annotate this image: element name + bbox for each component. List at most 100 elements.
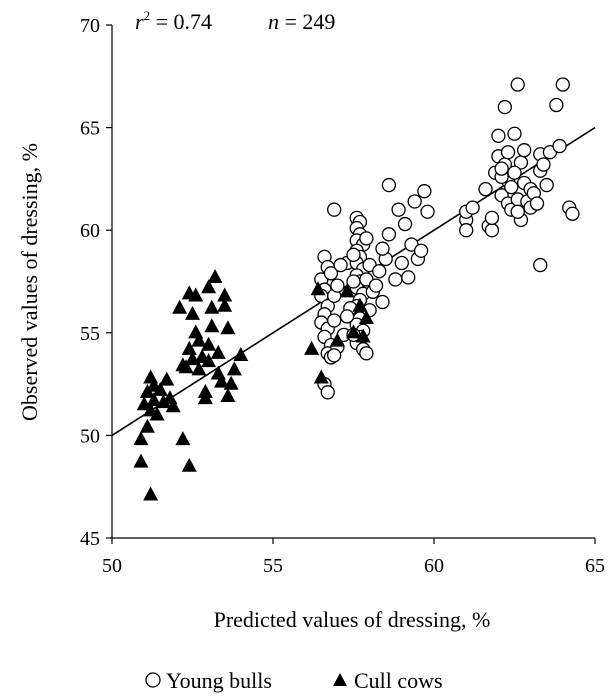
young-bull-point: [401, 270, 416, 285]
young-bull-point: [539, 177, 554, 193]
cull-cow-point: [310, 281, 326, 296]
young-bull-point: [333, 257, 348, 273]
cull-cow-point: [329, 332, 345, 347]
young-bull-point: [359, 231, 374, 246]
cull-cow-point: [233, 346, 249, 361]
legend-label-young-bulls: Young bulls: [166, 668, 272, 693]
cull-cow-point: [159, 371, 175, 386]
x-tick-label: 60: [424, 555, 444, 577]
y-tick-label: 55: [80, 323, 100, 345]
cull-cow-point: [217, 297, 233, 312]
cull-cow-point: [175, 357, 191, 372]
young-bull-point: [407, 194, 422, 209]
young-bull-point: [359, 346, 374, 361]
cull-cow-point: [226, 361, 242, 376]
cull-cow-point: [223, 375, 239, 390]
young-bull-point: [420, 204, 435, 219]
cull-cow-point: [188, 324, 204, 339]
cull-cow-point: [355, 328, 371, 343]
young-bull-point: [339, 309, 355, 324]
young-bull-point: [320, 385, 335, 400]
young-bull-point: [494, 161, 509, 176]
young-bull-point: [381, 227, 397, 242]
cull-cow-point: [165, 398, 181, 413]
cull-cow-point: [149, 406, 165, 421]
young-bull-point: [323, 266, 339, 281]
young-bull-point: [394, 255, 409, 271]
x-tick-label: 55: [263, 555, 283, 577]
cull-cow-point: [220, 388, 236, 403]
young-bull-point: [346, 247, 361, 262]
young-bull-point: [510, 204, 525, 219]
young-bull-point: [459, 223, 474, 238]
y-tick-label: 65: [80, 118, 100, 140]
cull-cow-point: [201, 279, 217, 294]
cull-cow-point: [152, 381, 168, 396]
young-bull-point: [417, 184, 432, 199]
young-bull-point: [397, 216, 413, 232]
cull-cow-point: [136, 396, 152, 411]
cull-cow-point: [181, 340, 197, 355]
n-value: = 249: [279, 9, 335, 34]
cull-cow-point: [143, 486, 159, 501]
young-bull-point: [368, 278, 384, 293]
cull-cow-point: [204, 318, 220, 333]
young-bull-point: [565, 206, 580, 221]
points-group: [133, 77, 580, 501]
cull-cow-point: [313, 369, 329, 384]
young-bull-point: [327, 348, 342, 363]
cull-cow-point: [133, 431, 149, 446]
cull-cow-point: [172, 299, 188, 314]
cull-cow-point: [220, 320, 236, 335]
cull-cow-point: [188, 287, 204, 302]
cull-cow-point: [339, 283, 355, 298]
y-tick-label: 50: [80, 425, 100, 447]
legend: Young bulls Cull cows: [145, 668, 443, 693]
x-tick-label: 65: [585, 555, 605, 577]
r2-superscript: 2: [144, 8, 151, 23]
cull-cow-point: [304, 340, 320, 355]
young-bull-point: [507, 126, 522, 141]
young-bull-point: [478, 182, 493, 197]
y-tick-label: 45: [80, 528, 100, 550]
axes-group: [111, 25, 595, 539]
r-squared-annotation: r2 = 0.74: [135, 8, 212, 34]
young-bull-point: [327, 313, 342, 328]
cull-cow-point: [133, 453, 149, 468]
cull-cow-point: [207, 268, 223, 283]
cull-cow-point: [204, 299, 220, 314]
young-bull-point: [484, 210, 500, 226]
young-bull-point: [536, 157, 551, 172]
x-tick-label: 50: [102, 555, 122, 577]
legend-marker-young-bulls: [145, 672, 161, 688]
young-bull-point: [372, 264, 387, 279]
cull-cow-point: [201, 336, 217, 351]
cull-cow-point: [358, 310, 374, 325]
r2-symbol: r: [135, 9, 144, 34]
young-bull-point: [375, 294, 390, 310]
cull-cow-point: [197, 390, 213, 405]
young-bull-point: [507, 165, 522, 180]
young-bull-point: [533, 257, 548, 273]
young-bull-point: [391, 202, 406, 217]
young-bull-point: [388, 272, 403, 287]
cull-cow-point: [143, 369, 159, 384]
young-bull-point: [484, 223, 500, 238]
r2-value: = 0.74: [150, 9, 212, 34]
young-bull-point: [346, 274, 361, 289]
young-bull-point: [330, 278, 345, 293]
n-annotation: n = 249: [268, 9, 335, 34]
young-bull-point: [500, 145, 516, 160]
young-bull-point: [327, 202, 342, 217]
young-bull-point: [517, 143, 532, 158]
y-tick-label: 70: [80, 15, 100, 37]
young-bull-point: [504, 179, 519, 195]
y-tick-label: 60: [80, 220, 100, 242]
young-bull-point: [413, 243, 429, 258]
young-bull-point: [552, 138, 567, 154]
cull-cow-point: [175, 431, 191, 446]
cull-cow-point: [213, 373, 229, 388]
cull-cow-point: [139, 418, 155, 433]
cull-cow-point: [146, 392, 162, 407]
